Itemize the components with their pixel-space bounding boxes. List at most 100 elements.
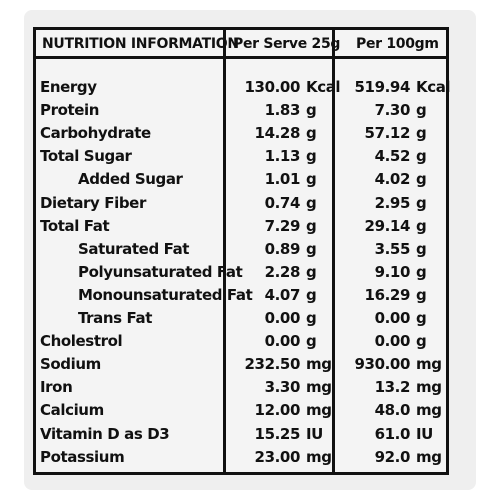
table-row: Protein 1.83 g 7.30 g [36,99,446,122]
per-100gm-unit: g [416,239,427,258]
nutrient-label: Polyunsaturated Fat [78,262,243,281]
per-100gm-unit: IU [416,424,433,443]
per-100gm-unit: g [416,147,427,166]
per-100gm-value: 16.29 [364,285,411,304]
nutrient-label: Total Fat [40,216,110,235]
nutrient-label: Vitamin D as D3 [40,424,170,443]
per-serve-value: 7.29 [264,216,301,235]
per-100gm-value: 0.00 [374,309,411,327]
per-serve-unit: g [306,239,317,258]
per-100gm-unit: Kcal [416,78,451,96]
table-row: Sodium 232.50 mg 930.00 mg [36,353,446,376]
table-row: Carbohydrate 14.28 g 57.12 g [36,122,446,145]
per-100gm-unit: g [416,285,427,304]
table-row: Potassium 23.00 mg 92.0 mg [36,446,446,469]
column-divider [223,30,226,472]
per-serve-unit: g [306,193,317,212]
header-divider [36,56,446,59]
column-divider [332,30,335,472]
table-row: Calcium 12.00 mg 48.0 mg [36,399,446,422]
per-serve-unit: g [306,216,317,235]
per-serve-unit: mg [306,447,332,466]
per-serve-unit: g [306,147,317,166]
per-100gm-value: 4.52 [374,147,411,166]
per-100gm-value: 61.0 [374,424,411,443]
per-serve-value: 2.28 [264,262,301,281]
nutrient-label: Calcium [40,401,104,420]
per-100gm-value: 2.95 [374,193,411,212]
per-100gm-unit: g [416,170,427,189]
per-100gm-unit: mg [416,401,442,420]
nutrient-label: Carbohydrate [40,124,151,143]
per-100gm-unit: g [416,216,427,235]
header-nutrition-information: NUTRITION INFORMATION [42,36,239,52]
header-per-serve: Per Serve 25g [233,36,341,52]
per-serve-unit: g [306,124,317,143]
per-100gm-value: 930.00 [354,355,411,374]
per-100gm-unit: g [416,101,427,120]
per-100gm-value: 7.30 [374,101,411,120]
per-serve-value: 23.00 [254,447,301,466]
per-serve-value: 1.13 [264,147,301,166]
per-100gm-value: 48.0 [374,401,411,420]
per-serve-unit: mg [306,355,332,374]
table-row: Vitamin D as D3 15.25 IU 61.0 IU [36,423,446,446]
per-100gm-unit: mg [416,447,442,466]
nutrient-label: Dietary Fiber [40,193,146,212]
per-100gm-value: 29.14 [364,216,411,235]
per-100gm-value: 9.10 [374,262,411,281]
nutrient-label: Energy [40,78,97,96]
nutrient-label: Iron [40,378,73,397]
per-100gm-value: 0.00 [374,332,411,351]
per-100gm-unit: g [416,332,427,351]
per-serve-value: 0.89 [264,239,301,258]
per-serve-value: 0.00 [264,309,301,327]
per-serve-value: 14.28 [254,124,301,143]
nutrient-label: Monounsaturated Fat [78,285,253,304]
nutrient-label: Cholestrol [40,332,123,351]
table-row: Added Sugar 1.01 g 4.02 g [36,168,446,191]
per-100gm-unit: mg [416,355,442,374]
table-row: Cholestrol 0.00 g 0.00 g [36,330,446,353]
nutrient-label: Added Sugar [78,170,183,189]
per-serve-value: 130.00 [244,78,301,96]
per-serve-value: 4.07 [264,285,301,304]
per-100gm-value: 4.02 [374,170,411,189]
per-100gm-unit: g [416,262,427,281]
per-serve-value: 15.25 [254,424,301,443]
nutrition-table: NUTRITION INFORMATION Per Serve 25g Per … [33,27,451,475]
per-100gm-unit: mg [416,378,442,397]
per-100gm-unit: g [416,124,427,143]
per-serve-unit: g [306,101,317,120]
per-serve-value: 0.74 [264,193,301,212]
per-serve-value: 0.00 [264,332,301,351]
nutrient-label: Saturated Fat [78,239,190,258]
per-serve-unit: g [306,170,317,189]
per-100gm-value: 57.12 [364,124,411,143]
per-serve-value: 3.30 [264,378,301,397]
per-100gm-value: 13.2 [374,378,411,397]
nutrient-label: Sodium [40,355,101,374]
per-serve-value: 12.00 [254,401,301,420]
nutrient-label: Potassium [40,447,125,466]
per-serve-unit: g [306,309,317,327]
per-serve-unit: Kcal [306,78,341,96]
per-serve-value: 1.83 [264,101,301,120]
per-serve-unit: IU [306,424,323,443]
table-row: Polyunsaturated Fat 2.28 g 9.10 g [36,261,446,284]
table-row: Total Fat 7.29 g 29.14 g [36,215,446,238]
nutrient-label: Protein [40,101,100,120]
table-row: Monounsaturated Fat 4.07 g 16.29 g [36,284,446,307]
per-serve-value: 1.01 [264,170,301,189]
per-serve-unit: mg [306,378,332,397]
table-row: Total Sugar 1.13 g 4.52 g [36,145,446,168]
table-row: Iron 3.30 mg 13.2 mg [36,376,446,399]
per-100gm-unit: g [416,309,427,327]
per-serve-value: 232.50 [244,355,301,374]
per-serve-unit: mg [306,401,332,420]
per-100gm-value: 3.55 [374,239,411,258]
per-serve-unit: g [306,285,317,304]
per-100gm-value: 519.94 [354,78,411,96]
per-serve-unit: g [306,262,317,281]
table-row: Saturated Fat 0.89 g 3.55 g [36,238,446,261]
